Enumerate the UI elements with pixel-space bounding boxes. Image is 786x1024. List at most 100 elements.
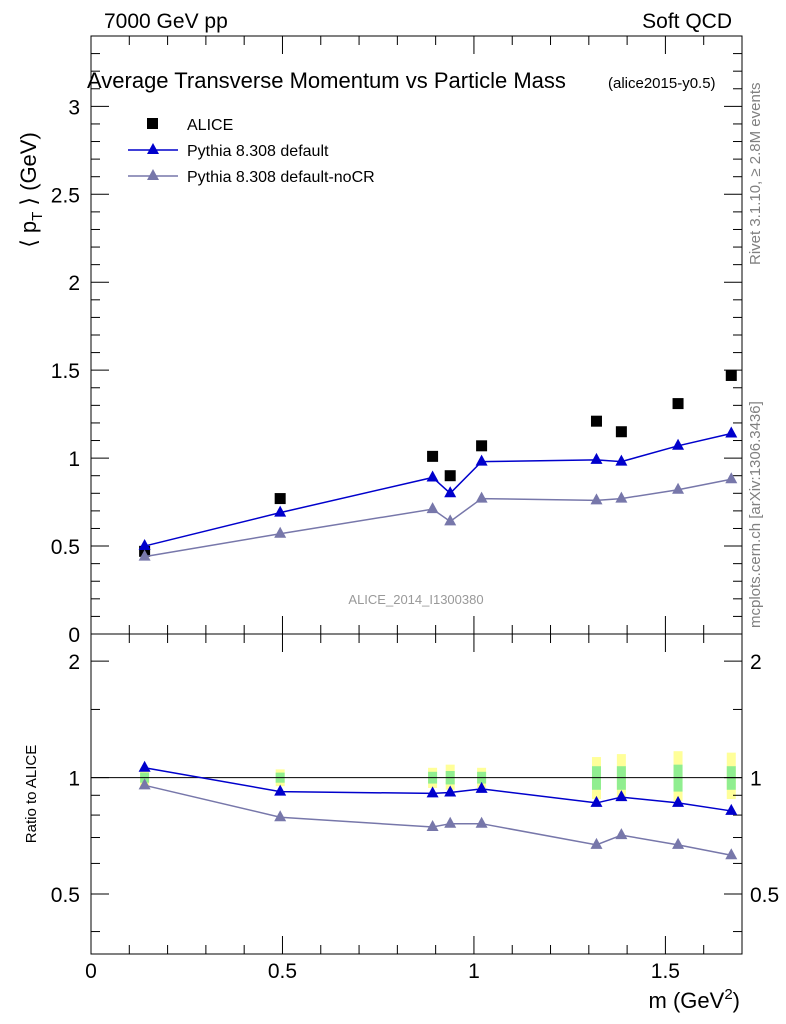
alice-data-point — [672, 398, 684, 410]
ratio-series-point-1 — [444, 816, 457, 828]
main-series-point-1 — [444, 486, 457, 498]
alice-data-point — [725, 369, 737, 381]
x-axis-label-main: m (GeV — [649, 988, 725, 1013]
x-tick-label: 0.5 — [268, 960, 297, 983]
ratio-series-point-0 — [444, 785, 457, 797]
x-tick-label: 1.5 — [651, 960, 680, 983]
main-y-tick-label: 2.5 — [51, 184, 80, 207]
main-series-point-1 — [615, 454, 628, 466]
alice-data-point — [615, 426, 627, 438]
legend-label-default: Pythia 8.308 default — [187, 143, 329, 160]
ratio-series-point-0 — [672, 795, 685, 807]
x-tick-label: 0 — [85, 960, 97, 983]
ratio-series-point-0 — [138, 760, 151, 772]
ratio-series-point-0 — [590, 795, 603, 807]
plot-title: Average Transverse Momentum vs Particle … — [87, 68, 566, 93]
main-y-tick-label: 2 — [68, 272, 80, 295]
main-series-point-1 — [475, 454, 488, 466]
main-y-tick-labels: 0 0.5 1 1.5 2 2.5 3 — [51, 96, 80, 647]
alice-data-point — [427, 450, 439, 462]
ratio-series-point-0 — [475, 781, 488, 793]
rivet-label: Rivet 3.1.10, ≥ 2.8M events — [747, 83, 764, 266]
alice-data-point — [590, 415, 602, 427]
ratio-uncertainty-bands — [91, 751, 742, 801]
main-series-point-2 — [725, 472, 738, 484]
ratio-series-point-1 — [426, 820, 439, 832]
ratio-series-point-1 — [475, 816, 488, 828]
x-tick-label: 1 — [468, 960, 480, 983]
ratio-series-line-0 — [144, 767, 732, 812]
ratio-y-tick-label: 2 — [68, 651, 80, 674]
ratio-ticks — [90, 634, 743, 954]
ratio-series-point-0 — [274, 784, 287, 796]
ratio-series-point-0 — [426, 786, 439, 798]
main-series-point-2 — [615, 491, 628, 503]
main-series-point-2 — [426, 502, 439, 514]
main-series-point-1 — [590, 452, 603, 464]
header-process: Soft QCD — [642, 10, 732, 33]
ratio-series-point-1 — [672, 837, 685, 849]
ratio-y-tick-labels: 0.5 0.5 1 1 2 2 — [51, 651, 779, 907]
plot-subtitle: (alice2015-y0.5) — [608, 75, 716, 92]
y-axis-unit: ⟩ (GeV) — [16, 132, 41, 211]
ratio-series-point-1 — [725, 848, 738, 860]
legend-marker-alice — [147, 118, 158, 129]
header-collision: 7000 GeV pp — [104, 10, 228, 33]
legend-marker-nocr — [147, 169, 159, 180]
mcplots-label: mcplots.cern.ch [arXiv:1306.3436] — [747, 401, 764, 628]
main-series — [138, 369, 738, 561]
analysis-watermark: ALICE_2014_I1300380 — [348, 592, 483, 607]
main-series-point-2 — [444, 514, 457, 526]
y-axis-symbol: ⟨ p — [16, 221, 41, 248]
ratio-y-tick-label-right: 0.5 — [750, 884, 779, 907]
main-y-tick-label: 1 — [68, 448, 80, 471]
ratio-y-tick-label-right: 1 — [750, 768, 762, 791]
main-series-point-2 — [672, 482, 685, 494]
svg-text:⟨ pT ⟩ (GeV): ⟨ pT ⟩ (GeV) — [16, 132, 46, 248]
main-ticks — [90, 35, 743, 635]
ratio-series-point-1 — [138, 778, 151, 790]
ratio-y-tick-label: 0.5 — [51, 884, 80, 907]
ratio-series-line-1 — [144, 784, 732, 856]
main-series-point-1 — [672, 438, 685, 450]
main-series-point-1 — [725, 426, 738, 438]
main-series-point-1 — [426, 470, 439, 482]
ratio-y-tick-label-right: 2 — [750, 651, 762, 674]
main-series-line-2 — [144, 478, 732, 558]
main-series-point-2 — [590, 493, 603, 505]
ratio-y-tick-label: 1 — [68, 768, 80, 791]
main-series-point-2 — [475, 491, 488, 503]
x-axis-label-exp: 2 — [724, 986, 732, 1003]
stat-band — [673, 764, 683, 792]
ratio-series — [138, 760, 738, 860]
legend-marker-default — [147, 143, 159, 154]
main-y-axis-label: ⟨ pT ⟩ (GeV) — [16, 132, 46, 248]
x-axis-label-close: ) — [733, 988, 740, 1013]
ratio-y-axis-label: Ratio to ALICE — [23, 745, 40, 843]
y-axis-subscript: T — [29, 212, 46, 221]
main-series-point-2 — [138, 549, 151, 561]
alice-data-point — [274, 493, 286, 505]
ratio-panel: 0.5 0.5 1 1 2 2 — [51, 633, 779, 955]
ratio-series-point-0 — [725, 803, 738, 815]
main-y-tick-label: 3 — [68, 96, 80, 119]
ratio-series-point-0 — [615, 790, 628, 802]
legend-label-nocr: Pythia 8.308 default-noCR — [187, 169, 375, 186]
ratio-frame — [90, 633, 743, 955]
main-series-point-1 — [138, 539, 151, 551]
main-series-line-1 — [144, 432, 732, 547]
alice-data-point — [444, 470, 456, 482]
main-y-tick-label: 0 — [68, 624, 80, 647]
x-axis-label: m (GeV2) — [649, 986, 740, 1013]
ratio-series-point-1 — [615, 828, 628, 840]
ratio-series-point-1 — [590, 837, 603, 849]
alice-data-point — [476, 440, 488, 452]
main-series-point-2 — [274, 526, 287, 538]
main-y-tick-label: 0.5 — [51, 536, 80, 559]
legend-label-alice: ALICE — [187, 117, 233, 134]
main-series-point-1 — [274, 505, 287, 517]
x-tick-labels: 0 0.5 1 1.5 — [85, 960, 680, 983]
main-y-tick-label: 1.5 — [51, 360, 80, 383]
legend: ALICE Pythia 8.308 default Pythia 8.308 … — [128, 117, 375, 186]
